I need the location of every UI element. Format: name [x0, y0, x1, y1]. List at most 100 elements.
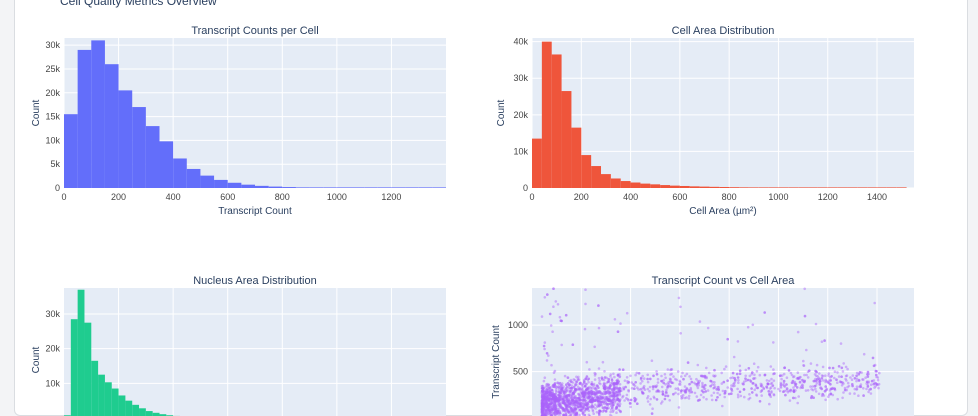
scatter-point [627, 381, 630, 384]
scatter-point [818, 372, 821, 375]
scatter-point [686, 373, 689, 376]
scatter-point [813, 380, 816, 383]
scatter-point [803, 364, 806, 367]
scatter-point [582, 395, 585, 398]
scatter-point [662, 393, 665, 396]
scatter-point [792, 376, 795, 379]
scatter-point [722, 390, 725, 393]
scatter-point [713, 392, 716, 395]
scatter-point [607, 378, 610, 381]
scatter-point [682, 378, 685, 381]
scatter-point [851, 378, 854, 381]
scatter-point [707, 327, 710, 330]
scatter-point [870, 383, 873, 386]
scatter-point [624, 379, 627, 382]
scatter-point [810, 388, 813, 391]
scatter-point [646, 374, 649, 377]
scatter-point [875, 370, 878, 373]
scatter-point [649, 378, 652, 381]
scatter-point [562, 398, 565, 401]
scatter-point [783, 385, 786, 388]
scatter-point [864, 376, 867, 379]
scatter-point [647, 388, 650, 391]
scatter-point [623, 388, 626, 391]
scatter-point [823, 339, 826, 342]
scatter-point [647, 381, 650, 384]
scatter-point [574, 388, 577, 391]
scatter-point [737, 376, 740, 379]
scatter-point [733, 385, 736, 388]
scatter-point [821, 340, 824, 343]
scatter-point [838, 375, 841, 378]
scatter-point [642, 392, 645, 395]
scatter-point [561, 387, 564, 390]
scatter-point [701, 375, 704, 378]
scatter-point [745, 369, 748, 372]
scatter-point [747, 379, 750, 382]
scatter-point [870, 392, 873, 395]
scatter-point [640, 377, 643, 380]
scatter-point [770, 365, 773, 368]
scatter-point [730, 388, 733, 391]
scatter-point [660, 375, 663, 378]
scatter-point [849, 376, 852, 379]
scatter-point [541, 315, 544, 318]
scatter-point [629, 402, 632, 405]
bar [146, 411, 153, 416]
scatter-point [648, 390, 651, 393]
scatter-point [633, 387, 636, 390]
scatter-point [869, 388, 872, 391]
scatter-point [707, 389, 710, 392]
scatter-point [555, 300, 558, 303]
scatter-point [622, 368, 625, 371]
scatter-point [551, 389, 554, 392]
scatter-point [716, 396, 719, 399]
scatter-point [554, 405, 557, 408]
scatter-point [541, 407, 544, 410]
scatter-point [846, 386, 849, 389]
scatter-point [680, 389, 683, 392]
scatter-point [591, 383, 594, 386]
scatter-point [550, 324, 553, 327]
scatter-point [818, 393, 821, 396]
scatter-point [570, 387, 573, 390]
scatter-point [588, 368, 591, 371]
scatter-point [733, 356, 736, 359]
scatter-point [657, 378, 660, 381]
scatter-point [597, 397, 600, 400]
scatter-point [705, 367, 708, 370]
scatter-point [626, 376, 629, 379]
scatter-point [555, 388, 558, 391]
scatter-point [627, 390, 630, 393]
scatter-point [873, 365, 876, 368]
scatter-point [542, 387, 545, 390]
scatter-point [841, 381, 844, 384]
scatter-point [607, 381, 610, 384]
scatter-point [559, 386, 562, 389]
scatter-point [618, 405, 621, 408]
scatter-point [551, 330, 554, 333]
scatter-point [849, 392, 852, 395]
scatter-point [615, 383, 618, 386]
scatter-point [598, 327, 601, 330]
scatter-point [744, 375, 747, 378]
scatter-point [750, 387, 753, 390]
scatter-point [797, 377, 800, 380]
scatter-point [609, 391, 612, 394]
scatter-point [559, 402, 562, 405]
scatter-point [681, 372, 684, 375]
scatter-point [616, 402, 619, 405]
scatter-point [652, 385, 655, 388]
scatter-point [866, 381, 869, 384]
scatter-point [549, 393, 552, 396]
scatter-point [753, 374, 756, 377]
scatter-point [747, 398, 750, 401]
scatter-point [777, 388, 780, 391]
scatter-point [743, 388, 746, 391]
scatter-point [619, 322, 622, 325]
scatter-point [613, 376, 616, 379]
scatter-point [759, 374, 762, 377]
scatter-point [789, 389, 792, 392]
scatter-point [844, 387, 847, 390]
scatter-point [572, 343, 575, 346]
